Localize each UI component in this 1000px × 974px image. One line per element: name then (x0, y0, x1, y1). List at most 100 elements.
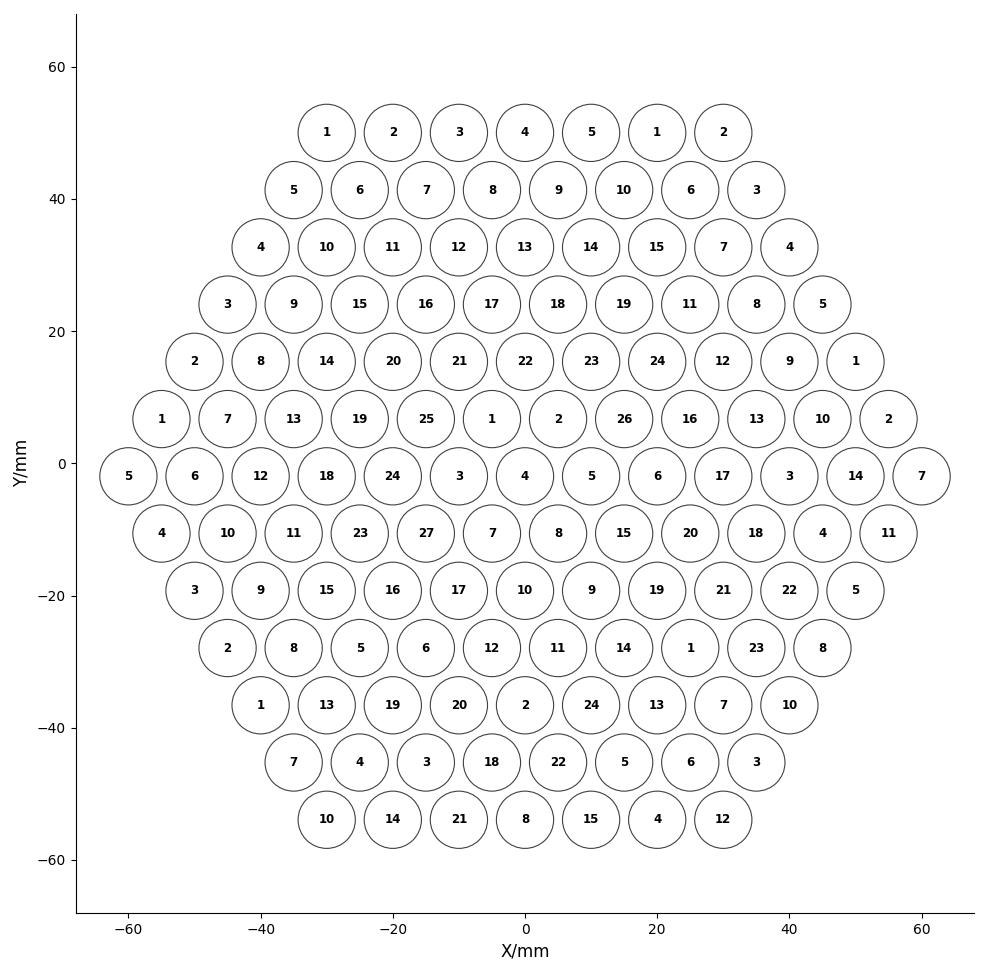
Text: 3: 3 (752, 184, 760, 197)
Circle shape (496, 791, 554, 848)
Circle shape (695, 448, 752, 505)
Text: 9: 9 (256, 584, 265, 597)
Circle shape (728, 505, 785, 562)
Circle shape (728, 276, 785, 333)
Circle shape (298, 677, 355, 733)
Text: 13: 13 (286, 413, 302, 426)
Text: 24: 24 (385, 469, 401, 483)
Circle shape (794, 276, 851, 333)
Circle shape (463, 505, 521, 562)
Text: 7: 7 (918, 469, 926, 483)
Text: 1: 1 (851, 356, 860, 368)
Circle shape (860, 505, 917, 562)
Text: 4: 4 (521, 469, 529, 483)
Circle shape (529, 162, 587, 219)
Text: 12: 12 (715, 356, 731, 368)
Text: 1: 1 (488, 413, 496, 426)
Text: 13: 13 (748, 413, 764, 426)
Text: 2: 2 (719, 127, 727, 139)
Circle shape (166, 562, 223, 619)
Circle shape (199, 619, 256, 677)
Text: 6: 6 (686, 184, 694, 197)
Circle shape (794, 391, 851, 448)
Text: 20: 20 (385, 356, 401, 368)
Text: 12: 12 (715, 813, 731, 826)
Circle shape (430, 677, 488, 733)
Text: 2: 2 (190, 356, 199, 368)
Text: 4: 4 (256, 241, 265, 254)
Text: 9: 9 (587, 584, 595, 597)
Circle shape (331, 391, 388, 448)
Text: 22: 22 (550, 756, 566, 769)
Circle shape (761, 677, 818, 733)
Text: 15: 15 (616, 527, 632, 540)
Text: 11: 11 (682, 298, 698, 311)
Text: 8: 8 (488, 184, 496, 197)
Circle shape (166, 448, 223, 505)
Text: 12: 12 (451, 241, 467, 254)
Text: 5: 5 (818, 298, 827, 311)
Text: 2: 2 (389, 127, 397, 139)
Circle shape (232, 219, 289, 276)
Circle shape (596, 391, 653, 448)
Text: 9: 9 (290, 298, 298, 311)
Circle shape (397, 619, 454, 677)
Circle shape (133, 391, 190, 448)
Text: 21: 21 (451, 813, 467, 826)
Circle shape (662, 733, 719, 791)
Circle shape (331, 162, 388, 219)
Circle shape (695, 104, 752, 162)
Text: 3: 3 (455, 469, 463, 483)
Text: 19: 19 (616, 298, 632, 311)
Circle shape (629, 219, 686, 276)
Circle shape (529, 391, 587, 448)
Text: 10: 10 (781, 698, 798, 712)
Circle shape (232, 677, 289, 733)
Text: 4: 4 (157, 527, 166, 540)
Circle shape (562, 333, 620, 391)
Circle shape (397, 505, 454, 562)
Text: 11: 11 (550, 642, 566, 655)
Circle shape (761, 562, 818, 619)
Circle shape (496, 104, 554, 162)
Text: 13: 13 (319, 698, 335, 712)
Text: 8: 8 (752, 298, 760, 311)
Text: 4: 4 (785, 241, 794, 254)
Text: 14: 14 (616, 642, 632, 655)
Circle shape (397, 276, 454, 333)
Text: 6: 6 (356, 184, 364, 197)
Text: 6: 6 (422, 642, 430, 655)
Circle shape (397, 162, 454, 219)
Circle shape (298, 104, 355, 162)
Text: 1: 1 (257, 698, 265, 712)
Circle shape (430, 448, 488, 505)
Circle shape (496, 219, 554, 276)
Text: 10: 10 (616, 184, 632, 197)
Text: 22: 22 (517, 356, 533, 368)
Circle shape (298, 562, 355, 619)
Text: 18: 18 (550, 298, 566, 311)
Text: 16: 16 (682, 413, 698, 426)
Circle shape (298, 333, 355, 391)
Circle shape (397, 391, 454, 448)
Circle shape (298, 448, 355, 505)
Text: 7: 7 (719, 241, 727, 254)
Text: 5: 5 (356, 642, 364, 655)
Circle shape (364, 448, 421, 505)
Text: 3: 3 (224, 298, 232, 311)
Text: 18: 18 (319, 469, 335, 483)
Circle shape (298, 791, 355, 848)
Text: 4: 4 (356, 756, 364, 769)
Circle shape (596, 733, 653, 791)
Text: 10: 10 (517, 584, 533, 597)
Text: 2: 2 (554, 413, 562, 426)
Text: 11: 11 (286, 527, 302, 540)
Circle shape (430, 562, 488, 619)
Text: 12: 12 (252, 469, 269, 483)
Circle shape (529, 733, 587, 791)
Circle shape (529, 619, 587, 677)
Text: 3: 3 (752, 756, 760, 769)
Circle shape (430, 219, 488, 276)
Text: 6: 6 (653, 469, 661, 483)
Text: 5: 5 (587, 469, 595, 483)
